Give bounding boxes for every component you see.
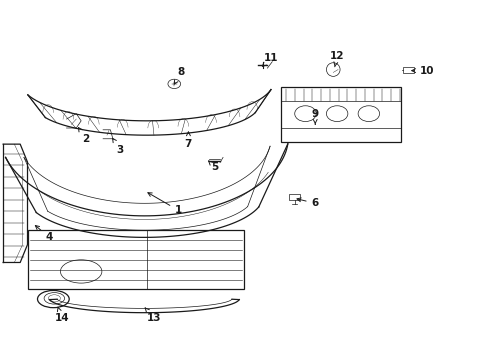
Text: 11: 11 [262, 53, 278, 66]
Text: 5: 5 [208, 161, 219, 172]
Bar [281, 87, 400, 142]
Text: 3: 3 [112, 138, 123, 154]
Text: 14: 14 [54, 307, 69, 323]
Text: 8: 8 [174, 67, 184, 84]
Bar [289, 194, 300, 200]
Text: 10: 10 [411, 66, 434, 76]
Text: 6: 6 [296, 198, 318, 208]
Text: 9: 9 [311, 109, 318, 124]
Text: 7: 7 [184, 132, 192, 149]
Text: 1: 1 [147, 193, 182, 216]
Bar [27, 230, 244, 289]
Bar [402, 67, 413, 73]
Text: 12: 12 [329, 51, 344, 67]
Text: 4: 4 [35, 225, 53, 242]
Text: 2: 2 [78, 127, 89, 144]
Text: 13: 13 [145, 308, 161, 323]
